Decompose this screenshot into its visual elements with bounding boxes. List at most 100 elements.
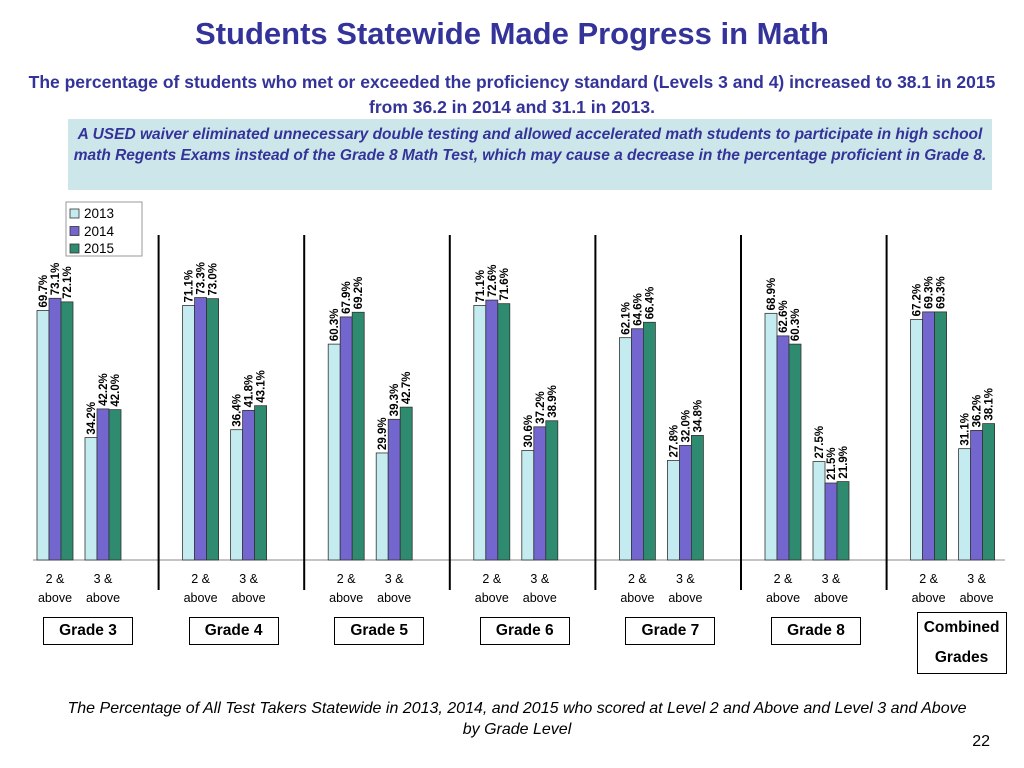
value-label: 73.3% [196, 262, 208, 295]
subtitle: The percentage of students who met or ex… [28, 72, 996, 117]
group-label: Grade 4 [188, 617, 279, 645]
legend-label: 2014 [84, 223, 115, 239]
value-label: 69.3% [924, 276, 936, 309]
x-tick-label: 3 & above [377, 572, 412, 605]
value-label: 64.6% [632, 293, 644, 326]
bar [824, 482, 838, 561]
bar [473, 305, 487, 561]
value-label: 68.9% [766, 278, 778, 311]
bar [910, 319, 923, 561]
x-tick-label: 3 & above [231, 572, 266, 605]
bar [108, 409, 122, 561]
bar [230, 429, 244, 561]
x-tick-label: 3 & above [668, 572, 703, 605]
bar [788, 343, 802, 561]
bar [254, 405, 268, 561]
value-label: 60.3% [329, 309, 341, 342]
value-label: 43.1% [256, 370, 268, 403]
bar [60, 301, 74, 561]
x-tick-label: 2 & above [911, 572, 946, 605]
bar [194, 297, 208, 561]
bar [339, 316, 353, 561]
value-label: 34.8% [692, 400, 704, 433]
bar [497, 303, 511, 561]
bar [182, 305, 196, 561]
bar [934, 311, 947, 561]
bar [619, 337, 632, 561]
bar [691, 435, 704, 561]
bar [327, 343, 341, 561]
value-label: 71.6% [499, 268, 511, 301]
value-label: 60.3% [790, 309, 802, 342]
legend-label: 2013 [84, 206, 115, 221]
bar [631, 328, 644, 561]
value-label: 62.6% [778, 300, 790, 333]
value-label: 32.0% [680, 410, 692, 443]
bar [679, 445, 692, 561]
x-tick-label: 3 & above [522, 572, 557, 605]
bar [351, 311, 365, 561]
value-label: 42.7% [401, 372, 413, 405]
bar [375, 452, 389, 561]
value-label: 38.9% [547, 385, 559, 418]
bar [84, 437, 98, 561]
bar [836, 481, 850, 561]
value-label: 29.9% [377, 417, 389, 450]
bar [206, 298, 220, 561]
bar [643, 321, 656, 561]
value-label: 36.2% [972, 395, 984, 428]
group-label: Grade 7 [625, 617, 716, 645]
value-label: 42.2% [98, 373, 110, 406]
value-label: 62.1% [620, 302, 632, 335]
x-tick-label: 3 & above [813, 572, 849, 605]
bar [982, 423, 995, 561]
bar [764, 312, 778, 561]
value-label: 37.2% [535, 391, 547, 424]
x-tick-label: 2 & above [37, 572, 73, 605]
value-label: 21.9% [838, 446, 850, 479]
x-tick-label: 2 & above [329, 572, 364, 605]
group-label: Combined Grades [916, 612, 1007, 674]
legend-swatch [69, 208, 80, 219]
bar [485, 299, 499, 561]
slide-title: Students Statewide Made Progress in Math [195, 16, 829, 51]
x-tick-label: 3 & above [85, 572, 121, 605]
value-label: 67.9% [341, 281, 353, 314]
x-tick-label: 2 & above [620, 572, 655, 605]
bar [776, 335, 790, 561]
legend-swatch [69, 243, 80, 254]
value-label: 69.3% [936, 276, 948, 309]
x-tick-label: 2 & above [183, 572, 218, 605]
bar [812, 461, 826, 561]
bar [667, 460, 680, 561]
value-label: 34.2% [86, 402, 98, 435]
value-label: 31.1% [960, 413, 972, 446]
value-label: 69.7% [38, 275, 50, 308]
x-tick-label: 3 & above [959, 572, 994, 605]
value-label: 27.8% [668, 425, 680, 458]
value-label: 38.1% [984, 388, 996, 421]
bar [545, 420, 559, 561]
page-number: 22 [972, 733, 990, 750]
legend-label: 2015 [84, 241, 115, 256]
bar [533, 426, 547, 561]
bar [521, 450, 535, 561]
value-label: 39.3% [389, 384, 401, 417]
value-label: 42.0% [110, 374, 122, 407]
x-tick-label: 2 & above [765, 572, 801, 605]
bar [970, 430, 983, 561]
bar [48, 297, 62, 561]
bar [242, 409, 256, 561]
value-label: 30.6% [523, 415, 535, 448]
value-label: 71.1% [184, 270, 196, 303]
value-label: 72.6% [487, 264, 499, 297]
note-box: A USED waiver eliminated unnecessary dou… [68, 119, 992, 190]
value-label: 73.0% [208, 263, 220, 296]
bar [36, 310, 50, 561]
value-label: 72.1% [62, 266, 74, 299]
bar [958, 448, 971, 561]
group-label: Grade 5 [334, 617, 425, 645]
value-label: 67.2% [912, 284, 924, 317]
group-label: Grade 8 [771, 617, 861, 645]
